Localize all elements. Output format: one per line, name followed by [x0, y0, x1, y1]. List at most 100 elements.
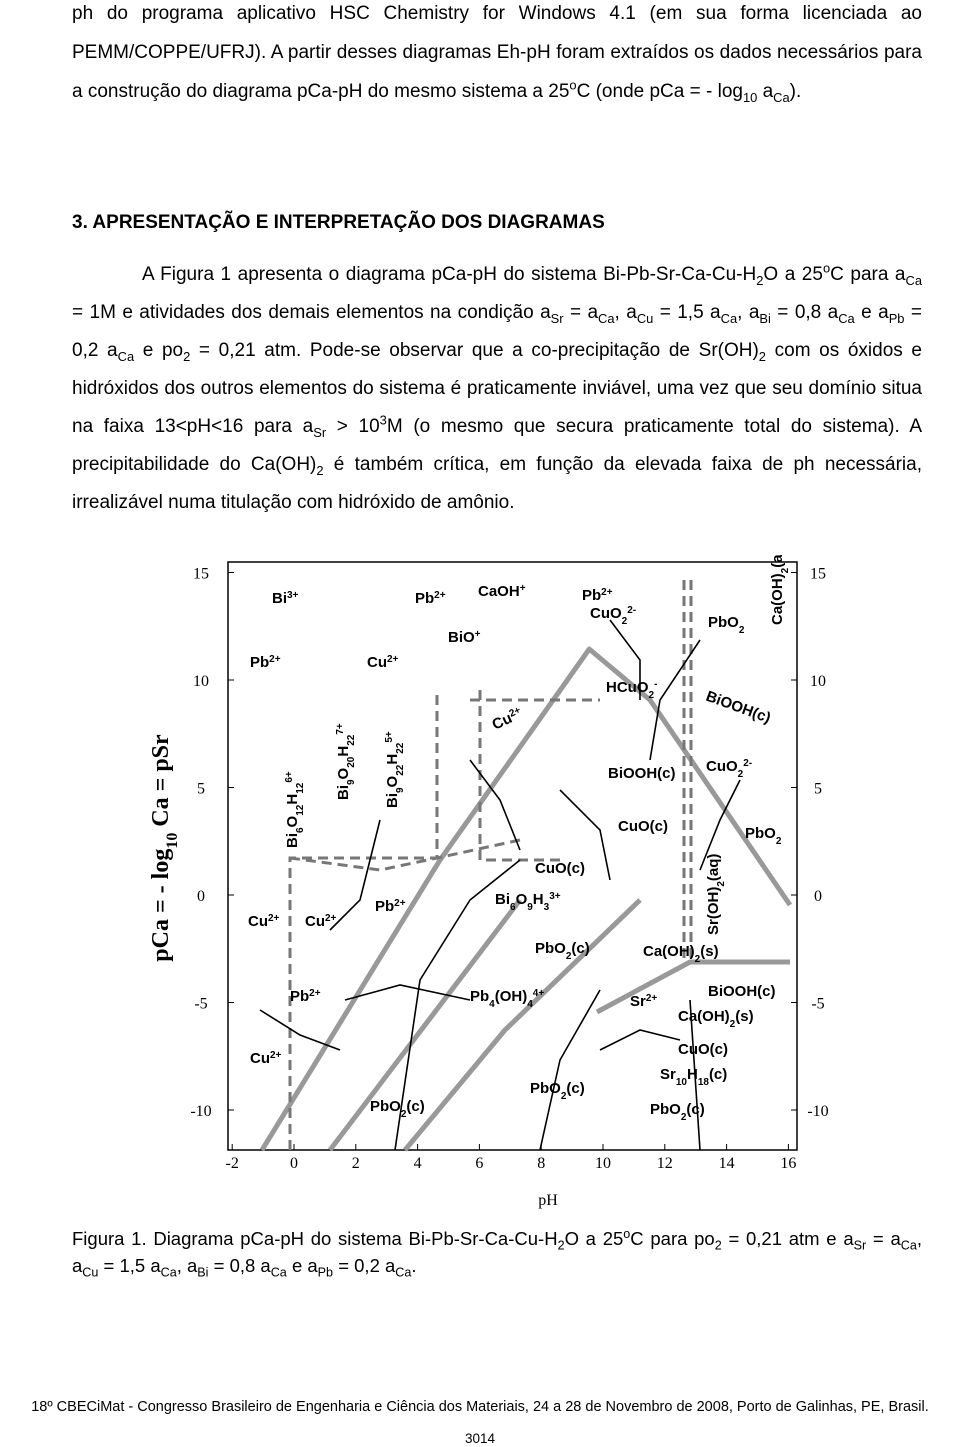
label-run: Cu [248, 913, 268, 930]
label-run: 10 [164, 833, 181, 849]
text-run: 3 [379, 412, 387, 428]
species-label: Cu2+ [248, 913, 280, 931]
label-run: Cu [490, 710, 515, 734]
label-run: (OH) [495, 988, 528, 1005]
text-run: = 0,2 a [72, 302, 922, 361]
label-run: H [533, 891, 544, 908]
text-run: ). [789, 81, 802, 102]
label-run: CuO(c) [535, 860, 585, 877]
species-label: BiOOH(c) [708, 983, 776, 1000]
label-run: 2 [566, 951, 572, 962]
label-run: Cu [250, 1050, 270, 1067]
text-run: Ca [720, 310, 738, 326]
text-run: Pb [888, 310, 905, 326]
label-run: 2 [622, 616, 628, 627]
species-label: Cu2+ [367, 654, 399, 672]
label-run: - [654, 679, 657, 690]
label-run: BiO [448, 629, 475, 646]
text-run: O a 25 [763, 264, 823, 285]
text-run: = 1,5 a [98, 1255, 161, 1276]
label-run: 2+ [601, 587, 613, 598]
label-run: 2 [649, 690, 655, 701]
text-run: = 0,21 atm e a [721, 1228, 854, 1249]
y-tick-label: 0 [197, 888, 205, 905]
label-run: PbO [535, 940, 566, 957]
species-label: Bi9O22H225+ [384, 731, 406, 808]
label-run: CuO(c) [618, 818, 668, 835]
label-run: Sr [630, 993, 646, 1010]
figure-caption: Figura 1. Diagrama pCa-pH do sistema Bi-… [72, 1225, 922, 1279]
species-label: CuO(c) [618, 818, 668, 835]
label-run: HCuO [606, 679, 649, 696]
text-run: Sr [853, 1238, 867, 1253]
label-run: 18 [698, 1077, 710, 1088]
x-axis-label: pH [538, 1192, 558, 1209]
text-run: = 1,5 a [653, 302, 721, 323]
label-run: + [520, 583, 526, 594]
label-run: 2- [627, 605, 636, 616]
label-run: O [384, 775, 401, 787]
boundary-thick [259, 646, 793, 1152]
text-run: , a [737, 302, 760, 323]
label-run: 2 [695, 954, 701, 965]
label-run: CuO(c) [678, 1041, 728, 1058]
label-run: PbO [708, 614, 739, 631]
text-run: 10 [742, 89, 758, 105]
label-run: 22 [346, 734, 357, 746]
text-run: e po [134, 340, 184, 361]
text-run: a [757, 81, 774, 102]
x-tick-label: 4 [414, 1155, 422, 1172]
text-run: C para a [830, 264, 906, 285]
x-tick-label: 14 [719, 1155, 735, 1172]
label-run: Cu [367, 654, 387, 671]
section-heading: 3. APRESENTAÇÃO E INTERPRETAÇÃO DOS DIAG… [72, 212, 605, 233]
species-label: PbO2(c) [650, 1101, 705, 1123]
label-run: Bi [495, 891, 510, 908]
label-run: BiOOH(c) [704, 688, 773, 727]
label-run: O [284, 815, 301, 827]
label-run: PbO [370, 1098, 401, 1115]
label-run: Pb [470, 988, 489, 1005]
label-run: Sr [660, 1066, 676, 1083]
species-label: PbO2(c) [535, 940, 590, 962]
label-run: 2+ [309, 988, 321, 999]
x-tick-label: 12 [657, 1155, 673, 1172]
species-label: CaOH+ [478, 583, 526, 601]
paragraph: ph do programa aplicativo HSC Chemistry … [72, 0, 922, 111]
species-label: Bi6O12H126+ [284, 771, 306, 848]
label-run: Bi [335, 785, 352, 800]
x-tick-label: 2 [352, 1155, 360, 1172]
y-tick-label: 15 [810, 566, 826, 583]
label-run: 2+ [270, 1050, 282, 1061]
label-run: (aq) [705, 854, 722, 882]
text-run: , a [614, 302, 637, 323]
species-label: Bi3+ [272, 590, 299, 608]
label-run: 4 [527, 999, 533, 1010]
label-run: 12 [295, 804, 306, 816]
species-label: Ca(OH)2(s) [678, 1008, 754, 1030]
species-label: Ca(OH)2(s) [643, 943, 719, 965]
text-run: o [569, 77, 577, 93]
species-label: Sr(OH)2(aq) [705, 854, 727, 935]
text-run: C (onde pCa = - log [576, 81, 743, 102]
text-run: A Figura 1 apresenta o diagrama pCa-pH d… [142, 264, 757, 285]
label-run: 3+ [287, 590, 299, 601]
text-run: > 10 [326, 416, 380, 437]
label-run: CuO [590, 605, 622, 622]
text-run: = 1M e atividades dos demais elementos n… [72, 302, 551, 323]
text-run: o [623, 1226, 631, 1241]
text-run: 2 [316, 462, 324, 478]
text-run: o [822, 260, 831, 276]
species-label: Pb2+ [290, 988, 321, 1006]
text-run: Bi [759, 310, 771, 326]
label-run: PbO [745, 825, 776, 842]
label-run: 4 [489, 999, 495, 1010]
species-label: Sr10H18(c) [660, 1066, 727, 1088]
paragraph: A Figura 1 apresenta o diagrama pCa-pH d… [72, 256, 922, 522]
text-run: 2 [714, 1238, 722, 1253]
label-run: O [516, 891, 528, 908]
text-run: Ca [905, 272, 923, 288]
label-run: (s) [735, 1008, 753, 1025]
text-run: 2 [183, 348, 191, 364]
